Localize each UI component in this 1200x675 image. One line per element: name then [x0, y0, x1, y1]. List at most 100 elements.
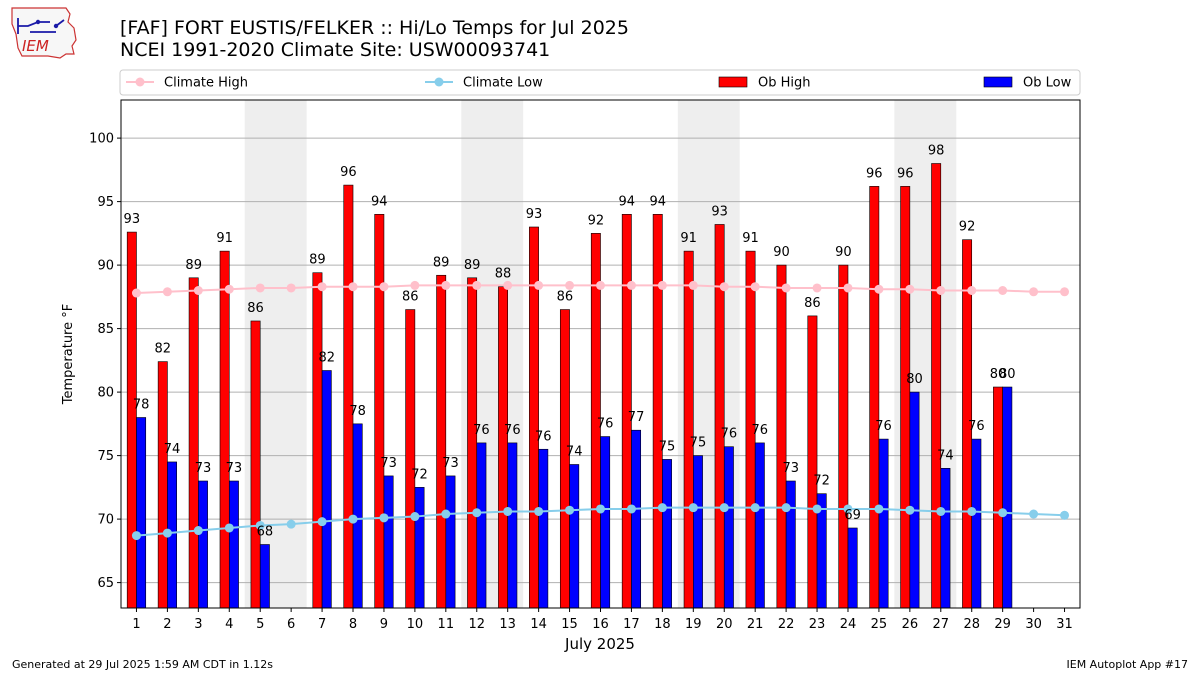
ob-low-bar	[693, 455, 703, 609]
ob-low-bar	[136, 417, 147, 609]
ob-high-bar	[683, 250, 694, 609]
climate-high-point	[750, 282, 760, 292]
ob-low-label: 76	[473, 423, 490, 438]
ob-low-bar	[383, 475, 394, 609]
ob-high-label: 88	[495, 267, 512, 282]
ob-high-bar	[838, 264, 849, 609]
ob-low-label: 75	[690, 436, 707, 451]
ob-low-label: 69	[844, 508, 861, 523]
ob-high-label: 86	[804, 296, 821, 311]
legend-ob-low-label: Ob Low	[1023, 76, 1072, 91]
ob-low-bar	[754, 442, 765, 609]
x-tick-label: 9	[380, 617, 388, 632]
x-tick-label: 12	[468, 617, 485, 632]
ob-low-bar	[600, 436, 611, 609]
climate-high-point	[688, 280, 698, 290]
climate-low-point	[688, 503, 698, 513]
ob-low-label: 74	[937, 448, 954, 463]
x-tick-label: 10	[407, 617, 424, 632]
ob-low-bar	[476, 442, 487, 609]
x-tick-label: 23	[809, 617, 826, 632]
x-tick-label: 22	[778, 617, 795, 632]
climate-low-point	[719, 503, 729, 513]
y-tick-label: 85	[97, 322, 114, 337]
x-tick-label: 30	[1025, 617, 1042, 632]
ob-high-label: 96	[340, 165, 357, 180]
legend-climate-low-label: Climate Low	[463, 76, 543, 91]
x-tick-label: 6	[287, 617, 295, 632]
ob-high-label: 93	[124, 212, 141, 227]
ob-low-label: 73	[226, 461, 243, 476]
x-tick-label: 25	[871, 617, 888, 632]
x-tick-label: 7	[318, 617, 326, 632]
ob-low-label: 72	[411, 467, 428, 482]
ob-high-label: 89	[464, 258, 481, 273]
legend-ob-high-swatch	[718, 76, 748, 88]
y-tick-label: 100	[89, 132, 114, 147]
x-tick-label: 24	[840, 617, 857, 632]
ob-high-bar	[900, 186, 911, 609]
ob-low-label: 78	[349, 404, 366, 419]
ob-low-bar	[909, 391, 920, 609]
climate-low-point	[565, 505, 575, 515]
ob-high-label: 94	[649, 194, 666, 209]
climate-high-point	[534, 280, 544, 290]
climate-high-point	[317, 282, 327, 292]
climate-high-point	[874, 284, 884, 294]
climate-high-point	[936, 286, 946, 295]
ob-high-bar	[219, 250, 230, 609]
x-tick-label: 27	[933, 617, 950, 632]
climate-low-point	[286, 519, 296, 529]
legend-ob-high-label: Ob High	[758, 76, 811, 91]
ob-high-label: 92	[959, 220, 976, 235]
data-labels: 93 78 82 74 89 73 91 73 86 68 89 82 96 78 94 73 86 72 89 73…	[124, 144, 1016, 540]
legend-box	[119, 69, 1081, 96]
ob-low-label: 73	[380, 456, 397, 471]
climate-low-point	[1029, 509, 1039, 519]
ob-high-label: 92	[588, 213, 605, 228]
climate-low-point	[472, 508, 482, 518]
climate-low-point	[410, 512, 420, 522]
ob-low-label: 76	[752, 423, 769, 438]
climate-high-point	[348, 282, 358, 292]
climate-high-point	[162, 287, 172, 297]
legend-climate-high-marker	[135, 77, 145, 87]
climate-high-point	[719, 282, 729, 292]
climate-low-point	[874, 504, 884, 514]
climate-low-point	[657, 503, 667, 513]
climate-low-point	[781, 503, 791, 513]
climate-low-point	[193, 526, 203, 536]
ob-high-bar	[467, 277, 478, 609]
x-axis-label: July 2025	[564, 635, 635, 653]
ob-low-bar	[414, 487, 425, 609]
ob-high-label: 93	[526, 207, 543, 222]
climate-low-point	[812, 504, 822, 514]
logo-text: IEM	[22, 37, 49, 55]
ob-low-label: 80	[906, 372, 923, 387]
ob-low-label: 76	[875, 419, 892, 434]
climate-low-point	[379, 513, 389, 523]
climate-low-point	[534, 506, 544, 516]
ob-high-label: 93	[711, 204, 728, 219]
y-tick-label: 65	[97, 576, 114, 591]
climate-high-point	[596, 280, 605, 290]
climate-high-point	[503, 280, 513, 290]
ob-low-label: 72	[813, 474, 830, 489]
ob-low-label: 73	[195, 461, 212, 476]
climate-low-point	[162, 528, 172, 538]
climate-low-point	[967, 506, 977, 516]
ob-low-bar	[228, 480, 239, 609]
ob-high-label: 86	[557, 290, 574, 305]
climate-high-point	[224, 284, 234, 294]
x-tick-label: 15	[561, 617, 578, 632]
ob-high-bar	[714, 224, 725, 609]
y-tick-label: 80	[97, 386, 114, 401]
climate-low-point	[503, 506, 513, 516]
ob-low-bar	[198, 480, 208, 609]
ob-high-label: 96	[897, 166, 914, 181]
ob-low-label: 76	[597, 417, 614, 432]
climate-high-point	[379, 282, 389, 292]
ob-low-bar	[785, 480, 796, 609]
climate-high-point	[843, 283, 853, 293]
climate-high-point	[193, 286, 203, 295]
